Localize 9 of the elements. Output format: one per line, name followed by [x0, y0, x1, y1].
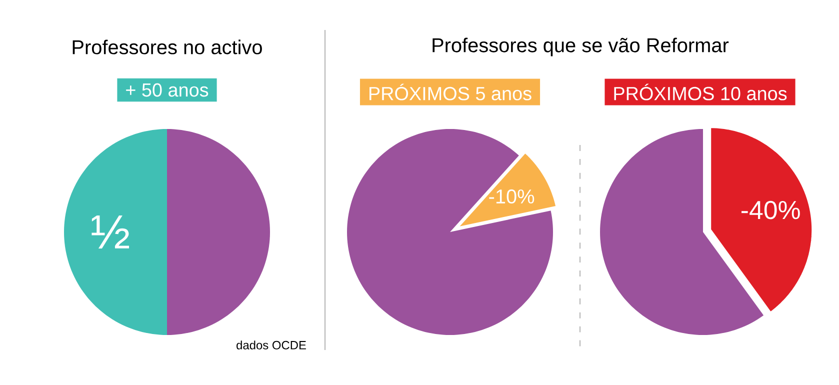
chart-subtitle: + 50 anos — [126, 83, 208, 97]
text: -10% — [489, 189, 534, 204]
text: dados OCDE — [236, 340, 306, 350]
chart-subtitle: PRÓXIMOS 10 anos — [614, 84, 787, 100]
data-label: ½ — [92, 216, 130, 248]
chart-subtitle: PRÓXIMOS 5 anos — [369, 84, 532, 100]
chart-title: Professores que se vão Reformar — [432, 38, 729, 56]
chart-title: Professores no activo — [72, 40, 262, 54]
text: -40% — [742, 200, 800, 220]
